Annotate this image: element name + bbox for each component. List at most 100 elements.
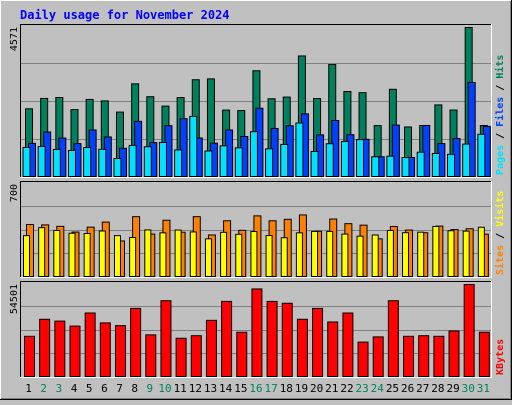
visits-bar (265, 235, 273, 277)
x-tick-label: 10 (158, 382, 171, 395)
pages-bar (340, 140, 349, 177)
x-tick-label: 7 (116, 382, 123, 395)
visits-bar (83, 233, 91, 278)
kbytes-bar (478, 331, 490, 377)
visits-bar (462, 230, 470, 277)
files-bar (179, 118, 188, 177)
x-tick-label: 29 (446, 382, 459, 395)
legend-entry: / (495, 227, 506, 245)
files-bar (467, 81, 476, 177)
visits-bar (477, 226, 485, 277)
kbytes-bar (145, 334, 157, 378)
pages-bar (371, 156, 380, 177)
pages-bar (67, 149, 76, 177)
kbytes-bar (463, 284, 475, 377)
pages-bar (356, 139, 365, 178)
visits-bar (417, 231, 425, 277)
x-tick-label: 1 (25, 382, 32, 395)
pages-bar (143, 146, 152, 177)
pages-bar (265, 148, 274, 177)
visits-bar (295, 232, 303, 277)
kbytes-bar (190, 335, 202, 377)
visits-bar (113, 235, 121, 277)
panel-kbytes-legend: KBytes (495, 339, 506, 375)
pages-bar (37, 145, 46, 177)
kbytes-bar (175, 337, 187, 378)
visits-bar (432, 225, 440, 278)
pages-bar (22, 146, 31, 177)
x-tick-label: 13 (204, 382, 217, 395)
x-tick-label: 2 (40, 382, 47, 395)
visits-bar (23, 235, 30, 277)
pages-bar (280, 143, 289, 178)
pages-bar (83, 147, 92, 178)
x-tick-label: 6 (101, 382, 108, 395)
visits-bar (159, 232, 167, 277)
pages-bar (219, 145, 228, 177)
visits-bar (326, 230, 334, 278)
x-tick-label: 30 (462, 382, 475, 395)
kbytes-bar (342, 312, 354, 378)
files-bar (422, 124, 431, 177)
x-tick-label: 28 (431, 382, 444, 395)
visits-bar (144, 229, 152, 278)
x-tick-label: 9 (147, 382, 154, 395)
chart-title: Daily usage for November 2024 (20, 8, 230, 22)
kbytes-bar (251, 288, 263, 377)
x-tick-label: 11 (174, 382, 187, 395)
x-tick-label: 3 (56, 382, 63, 395)
legend-entry: Sites (494, 245, 506, 275)
kbytes-bar (296, 318, 308, 377)
pages-bar (174, 149, 183, 178)
kbytes-bar (54, 320, 66, 377)
legend-entry: / (495, 79, 506, 97)
visits-bar (204, 238, 212, 278)
x-tick-label: 27 (416, 382, 429, 395)
kbytes-bar (221, 300, 233, 378)
pages-bar (189, 115, 198, 178)
visits-bar (356, 235, 364, 277)
pages-bar (234, 147, 243, 177)
legend-entry: / (495, 127, 506, 145)
kbytes-bar (433, 335, 445, 377)
panel-visits-sites-ymax-label: 700 (9, 184, 20, 202)
visits-bar (53, 229, 61, 277)
legend-entry: Files (494, 97, 506, 127)
pages-bar (158, 142, 167, 178)
x-tick-label: 20 (310, 382, 323, 395)
visits-bar (189, 231, 197, 277)
pages-bar (113, 157, 122, 178)
kbytes-bar (403, 335, 415, 377)
kbytes-bar (24, 335, 35, 377)
x-tick-label: 17 (265, 382, 278, 395)
x-tick-label: 4 (71, 382, 78, 395)
visits-bar (174, 229, 182, 278)
x-tick-label: 24 (371, 382, 385, 395)
pages-bar (325, 143, 334, 177)
pages-bar (295, 122, 304, 177)
x-tick-label: 19 (295, 382, 308, 395)
kbytes-bar (266, 300, 278, 378)
kbytes-bar (281, 302, 293, 378)
pages-bar (204, 150, 213, 177)
pages-bar (249, 131, 258, 177)
pages-bar (462, 143, 471, 178)
kbytes-bar (99, 322, 111, 378)
kbytes-bar (69, 325, 81, 378)
pages-bar (477, 133, 486, 177)
visits-bar (98, 230, 106, 277)
visits-bar (311, 230, 319, 278)
x-tick-label: 15 (234, 382, 247, 395)
legend-entry: Hits (494, 55, 506, 79)
kbytes-bar (357, 341, 369, 378)
visits-bar (402, 232, 410, 277)
visits-bar (386, 229, 394, 277)
panel-hits-files-pages-legend: Pages / Files / Hits (494, 55, 506, 175)
pages-bar (386, 155, 395, 177)
visits-bar (129, 237, 137, 277)
x-tick-label: 8 (131, 382, 138, 395)
x-tick-label: 21 (325, 382, 338, 395)
legend-entry: Visits (494, 191, 506, 227)
